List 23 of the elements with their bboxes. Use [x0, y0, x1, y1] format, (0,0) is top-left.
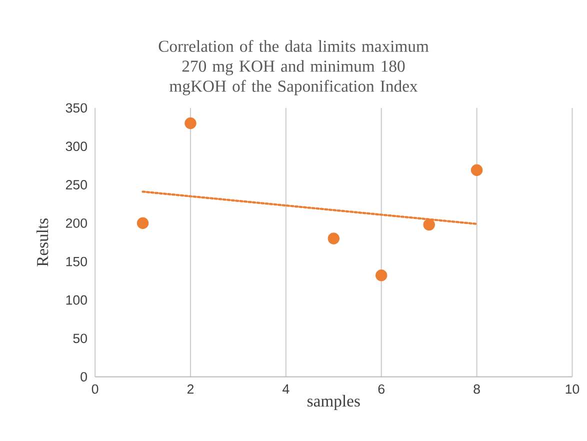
y-tick-label: 0: [80, 372, 87, 382]
point: [136, 217, 149, 230]
point: [376, 270, 388, 282]
x-tick-label: 8: [474, 384, 480, 394]
chart-title: Correlation of the data limits maximum 270 mg KOH and minimum 180 mgKOH of the Saponification Index: [158, 40, 429, 96]
x-tick-label: 4: [282, 384, 290, 394]
x-tick-label: 2: [187, 384, 194, 394]
point: [184, 118, 196, 130]
y-tick-label: 100: [66, 295, 87, 305]
point: [328, 232, 340, 244]
y-tick-label: 350: [66, 103, 87, 113]
point: [470, 164, 483, 176]
x-tick-label: 10: [566, 384, 580, 394]
y-tick-label: 300: [66, 142, 87, 152]
x-tick-label: 6: [378, 384, 384, 394]
y-tick-label: 200: [66, 218, 87, 228]
y-tick-label: 250: [66, 180, 87, 190]
y-axis-title: Results: [36, 218, 48, 266]
x-tick-label: 0: [92, 384, 98, 394]
point: [423, 218, 435, 231]
y-tick-label: 50: [73, 334, 87, 344]
y-tick-label: 150: [66, 256, 87, 266]
x-axis-title: samples: [308, 395, 360, 410]
